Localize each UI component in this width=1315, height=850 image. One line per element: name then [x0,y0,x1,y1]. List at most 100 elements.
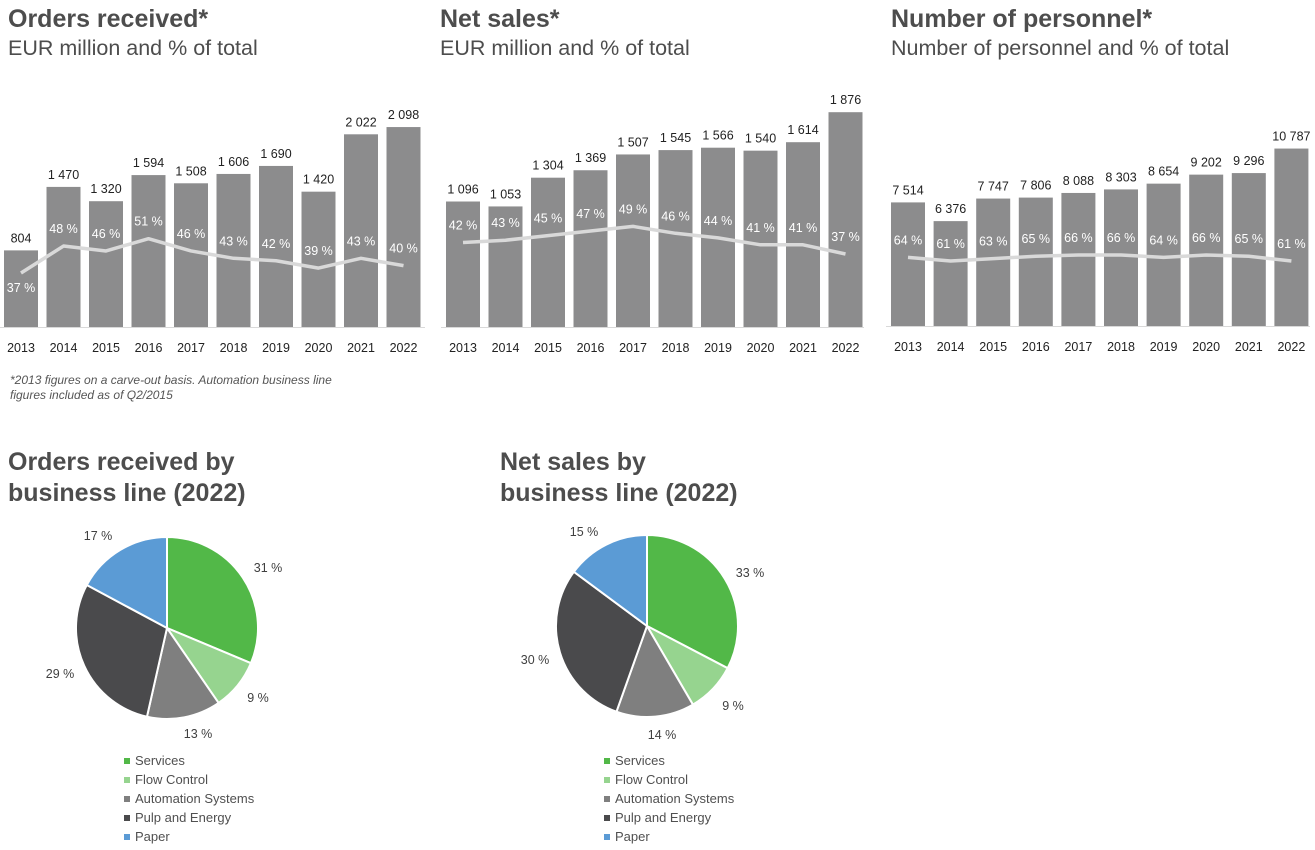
net-sales-value-label-2015: 1 304 [532,159,563,173]
personnel-bar-2016 [1018,197,1053,326]
orders-chart-title: Orders received* [8,5,209,33]
net-sales-percent-label-2022: 37 % [831,230,860,244]
legend-label: Paper [135,829,170,844]
legend-item-flow-control: Flow Control [604,770,734,789]
personnel-percent-label-2016: 65 % [1022,232,1051,246]
personnel-value-label-2018: 8 303 [1105,170,1136,184]
legend-swatch [604,795,610,802]
net-sales-tick-label-2016: 2016 [577,341,605,355]
personnel-value-label-2017: 8 088 [1063,174,1094,188]
net-sales-value-label-2019: 1 566 [702,129,733,143]
orders-percent-label-2021: 43 % [347,234,376,248]
legend-swatch [604,757,610,764]
personnel-percent-label-2013: 64 % [894,233,923,247]
legend-item-pulp-and-energy: Pulp and Energy [604,808,734,827]
legend-item-services: Services [124,751,254,770]
orders-pie-title-line-1: Orders received by [8,448,235,476]
orders-bar-2016 [131,175,166,327]
orders-percent-label-2016: 51 % [134,215,163,229]
personnel-bar-2022 [1274,148,1309,326]
net-sales-chart-title: Net sales* [440,5,560,33]
net-sales-percent-label-2013: 42 % [449,219,478,233]
personnel-value-label-2019: 8 654 [1148,165,1179,179]
net-sales-tick-label-2015: 2015 [534,341,562,355]
personnel-bar-2017 [1061,192,1096,326]
orders-pie-slice-services [166,535,259,665]
net-sales-pie-slice-pulp-and-energy [555,570,649,714]
orders-bar-2015 [89,201,123,327]
personnel-tick-label-2020: 2020 [1192,340,1220,354]
orders-bar-2014 [46,186,81,327]
orders-tick-label-2014: 2014 [50,341,78,355]
net-sales-percent-label-2021: 41 % [789,221,818,235]
legend-label: Flow Control [615,772,688,787]
orders-pie-label-flow-control: 9 % [247,691,269,705]
personnel-tick-label-2015: 2015 [979,340,1007,354]
net-sales-percent-label-2014: 43 % [491,216,520,230]
orders-chart-subtitle: EUR million and % of total [8,36,258,60]
orders-value-label-2019: 1 690 [260,147,291,161]
footnote-line-2: figures included as of Q2/2015 [10,388,173,402]
orders-tick-label-2017: 2017 [177,341,205,355]
footnote-line-1: *2013 figures on a carve-out basis. Auto… [10,373,332,387]
personnel-percent-label-2020: 66 % [1192,231,1221,245]
net-sales-pie-title-line-1: Net sales by [500,448,646,476]
legend-item-paper: Paper [604,827,734,846]
net-sales-tick-label-2021: 2021 [789,341,817,355]
net-sales-percent-line [462,224,846,256]
net-sales-value-label-2021: 1 614 [787,123,818,137]
personnel-value-label-2016: 7 806 [1020,179,1051,193]
legend-label: Flow Control [135,772,208,787]
net-sales-value-label-2016: 1 369 [575,151,606,165]
orders-percent-line [20,236,404,275]
orders-bar-2020 [301,191,336,327]
personnel-bar-2019 [1146,183,1181,326]
personnel-percent-label-2015: 63 % [979,235,1008,249]
orders-bar-2019 [259,165,293,327]
personnel-tick-label-2019: 2019 [1150,340,1178,354]
net-sales-percent-label-2019: 44 % [704,214,733,228]
orders-pie-label-automation-systems: 13 % [184,727,213,741]
orders-tick-label-2019: 2019 [262,341,290,355]
personnel-bar-2020 [1189,174,1224,326]
legend-swatch [604,776,610,783]
orders-value-label-2020: 1 420 [303,173,334,187]
net-sales-tick-label-2019: 2019 [704,341,732,355]
orders-pie-label-pulp-and-energy: 29 % [46,667,75,681]
orders-percent-label-2015: 46 % [92,227,121,241]
personnel-bar-2014 [933,221,968,326]
net-sales-bar-2021 [786,142,820,327]
orders-bar-2017 [174,183,208,327]
orders-pie-label-services: 31 % [254,561,283,575]
orders-pie-slice-automation-systems [145,625,220,720]
net-sales-value-label-2020: 1 540 [745,132,776,146]
orders-tick-label-2020: 2020 [305,341,333,355]
legend-item-pulp-and-energy: Pulp and Energy [124,808,254,827]
orders-value-label-2016: 1 594 [133,156,164,170]
net-sales-percent-label-2017: 49 % [619,202,648,216]
legend-swatch [124,776,130,783]
net-sales-bar-2015 [531,177,565,327]
personnel-tick-label-2016: 2016 [1022,340,1050,354]
personnel-percent-label-2017: 66 % [1064,231,1093,245]
personnel-percent-line [907,253,1292,263]
legend-swatch [124,814,130,821]
personnel-percent-label-2022: 61 % [1277,237,1306,251]
legend-swatch [604,833,610,840]
orders-pie-slice-pulp-and-energy [75,583,169,718]
legend-item-flow-control: Flow Control [124,770,254,789]
orders-tick-label-2013: 2013 [7,341,35,355]
legend-swatch [124,833,130,840]
orders-pie-legend: Services Flow Control Automation Systems Pu… [124,751,254,846]
footnote: *2013 figures on a carve-out basis. Auto… [10,373,332,403]
net-sales-bar-2013 [446,201,480,327]
legend-swatch [604,814,610,821]
personnel-tick-label-2013: 2013 [894,340,922,354]
personnel-bar-2018 [1104,189,1138,326]
orders-percent-label-2018: 43 % [219,234,248,248]
net-sales-percent-label-2016: 47 % [576,207,605,221]
personnel-percent-label-2018: 66 % [1107,231,1136,245]
net-sales-pie-slice-automation-systems [615,623,695,718]
personnel-tick-label-2017: 2017 [1064,340,1092,354]
